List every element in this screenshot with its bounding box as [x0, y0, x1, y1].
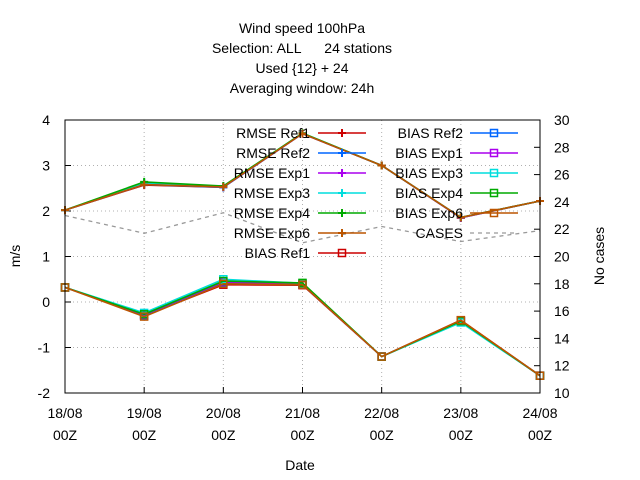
legend-item: BIAS Exp4 [395, 185, 518, 201]
legend-marker [338, 149, 346, 157]
legend-label: RMSE Exp1 [234, 165, 310, 181]
x-tick-label: 00Z [53, 427, 78, 443]
y2-tick-label: 16 [554, 303, 570, 319]
y2-tick-label: 24 [554, 194, 570, 210]
y-axis-label: m/s [7, 245, 23, 268]
x-tick-label: 00Z [132, 427, 157, 443]
chart-title: Wind speed 100hPa Selection: ALL 24 stati… [212, 20, 392, 96]
y2-tick-label: 18 [554, 276, 570, 292]
x-tick-label: 24/08 [522, 405, 557, 421]
y-tick-label: -1 [38, 340, 51, 356]
y2-tick-label: 20 [554, 249, 570, 265]
y2-tick-label: 14 [554, 330, 570, 346]
x-tick-label: 20/08 [206, 405, 241, 421]
x-tick-label: 18/08 [47, 405, 82, 421]
data-point [298, 129, 307, 138]
data-point [377, 161, 386, 170]
x-tick-label: 00Z [528, 427, 553, 443]
legend-marker [338, 129, 346, 137]
legend-item: BIAS Ref2 [398, 125, 518, 141]
axis-ticks: -2-101234101214161820222426283018/0800Z1… [38, 112, 570, 443]
legend-label: RMSE Exp3 [234, 185, 310, 201]
legend-label: BIAS Ref2 [398, 125, 464, 141]
y-tick-label: 2 [42, 203, 50, 219]
x-tick-label: 21/08 [285, 405, 320, 421]
x-tick-label: 22/08 [364, 405, 399, 421]
x-tick-label: 00Z [370, 427, 395, 443]
title-line: Used {12} + 24 [255, 60, 348, 76]
legend-label: RMSE Ref1 [236, 125, 310, 141]
y2-tick-label: 12 [554, 358, 570, 374]
legend-item: BIAS Ref1 [245, 245, 366, 261]
legend-item: RMSE Exp3 [234, 185, 366, 201]
y2-tick-label: 28 [554, 139, 570, 155]
legend-item: BIAS Exp1 [395, 145, 518, 161]
legend-item: BIAS Exp3 [395, 165, 518, 181]
data-point [456, 315, 466, 325]
legend-marker [489, 188, 499, 198]
y2-tick-label: 26 [554, 167, 570, 183]
legend-marker [338, 209, 346, 217]
y-tick-label: -2 [38, 385, 51, 401]
y-tick-label: 3 [42, 158, 50, 174]
series-cases [64, 212, 541, 244]
y-tick-label: 1 [42, 249, 50, 265]
data-point [219, 182, 228, 191]
legend-label: BIAS Exp6 [395, 205, 463, 221]
legend-label: RMSE Exp4 [234, 205, 310, 221]
legend-marker [489, 128, 499, 138]
legend-marker [489, 208, 499, 218]
series-line [64, 283, 541, 377]
legend-label: RMSE Exp6 [234, 225, 310, 241]
data-series [60, 129, 545, 380]
legend-label: BIAS Exp3 [395, 165, 463, 181]
legend-item: RMSE Exp4 [234, 205, 366, 221]
legend-marker [337, 248, 347, 258]
x-tick-label: 23/08 [443, 405, 478, 421]
x-tick-label: 00Z [211, 427, 236, 443]
series-line [64, 282, 541, 377]
legend-marker [489, 168, 499, 178]
data-point [219, 279, 228, 289]
legend-item: RMSE Ref1 [236, 125, 366, 141]
title-line: Selection: ALL 24 stations [212, 40, 392, 56]
title-line: Wind speed 100hPa [239, 20, 365, 36]
legend-item: RMSE Exp6 [234, 225, 366, 241]
legend-marker [338, 169, 346, 177]
data-point [298, 280, 307, 289]
x-tick-label: 19/08 [127, 405, 162, 421]
legend-label: BIAS Ref1 [245, 245, 311, 261]
title-line: Averaging window: 24h [230, 80, 375, 96]
legend-marker [489, 148, 499, 158]
y2-tick-label: 22 [554, 221, 570, 237]
legend-marker [338, 229, 346, 237]
plot-frame [64, 119, 541, 394]
y2-axis-label: No cases [591, 227, 607, 285]
legend-item: RMSE Ref2 [236, 145, 366, 161]
x-tick-label: 00Z [449, 427, 474, 443]
legend-label: BIAS Exp1 [395, 145, 463, 161]
y2-tick-label: 10 [554, 385, 570, 401]
x-axis-label: Date [285, 457, 315, 473]
data-point [140, 180, 149, 189]
y2-tick-label: 30 [554, 112, 570, 128]
grid [65, 120, 540, 393]
legend-item: CASES [416, 225, 518, 241]
legend-item: BIAS Exp6 [395, 205, 518, 221]
y-tick-label: 0 [42, 294, 50, 310]
data-point [377, 352, 386, 361]
legend-item: RMSE Exp1 [234, 165, 366, 181]
legend-label: CASES [416, 225, 463, 241]
legend-marker [338, 189, 346, 197]
series-line [64, 212, 541, 244]
x-tick-label: 00Z [290, 427, 315, 443]
data-point [456, 213, 465, 222]
legend-label: BIAS Exp4 [395, 185, 463, 201]
y-tick-label: 4 [42, 112, 50, 128]
data-point [139, 312, 149, 321]
legend-label: RMSE Ref2 [236, 145, 310, 161]
legend: RMSE Ref1 RMSE Ref2 RMSE Exp1 RMSE Exp3 RMSE… [234, 125, 518, 261]
